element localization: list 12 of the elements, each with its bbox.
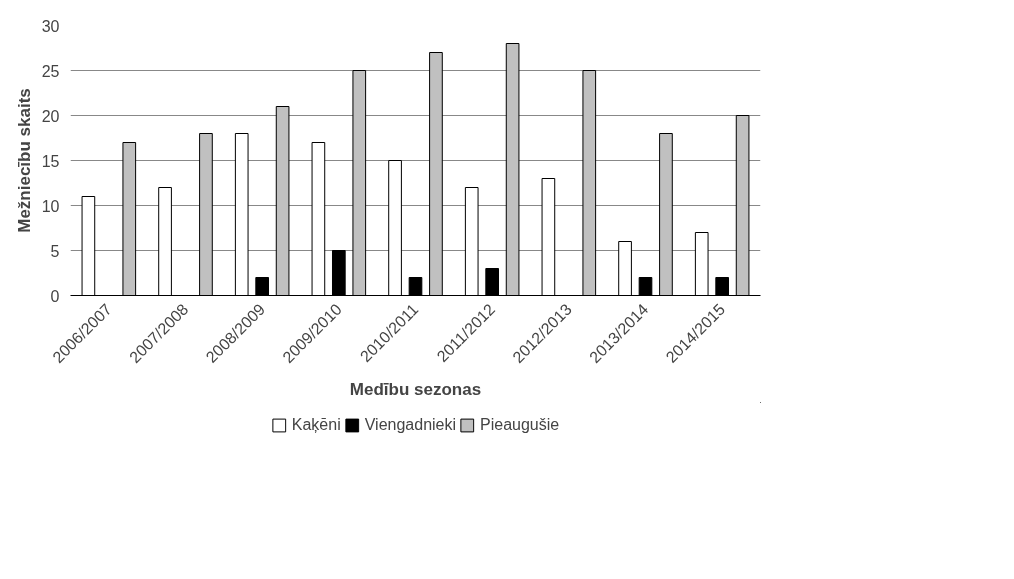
y-tick-label: 5 (50, 242, 60, 260)
x-axis-title: Medību sezonas (349, 380, 482, 399)
y-tick-label: 30 (41, 17, 60, 35)
y-tick-label: 0 (50, 287, 60, 305)
legend-label: Kaķēni (291, 415, 341, 434)
y-tick-label: 25 (41, 62, 60, 80)
legend-label: Viengadnieki (364, 415, 457, 434)
legend-label: Pieaugušie (480, 415, 560, 434)
y-tick-label: 15 (41, 152, 60, 170)
y-tick-label: 10 (41, 197, 60, 215)
y-axis-title: Mežniecību skaits (14, 88, 34, 233)
y-tick-label: 20 (41, 107, 60, 125)
